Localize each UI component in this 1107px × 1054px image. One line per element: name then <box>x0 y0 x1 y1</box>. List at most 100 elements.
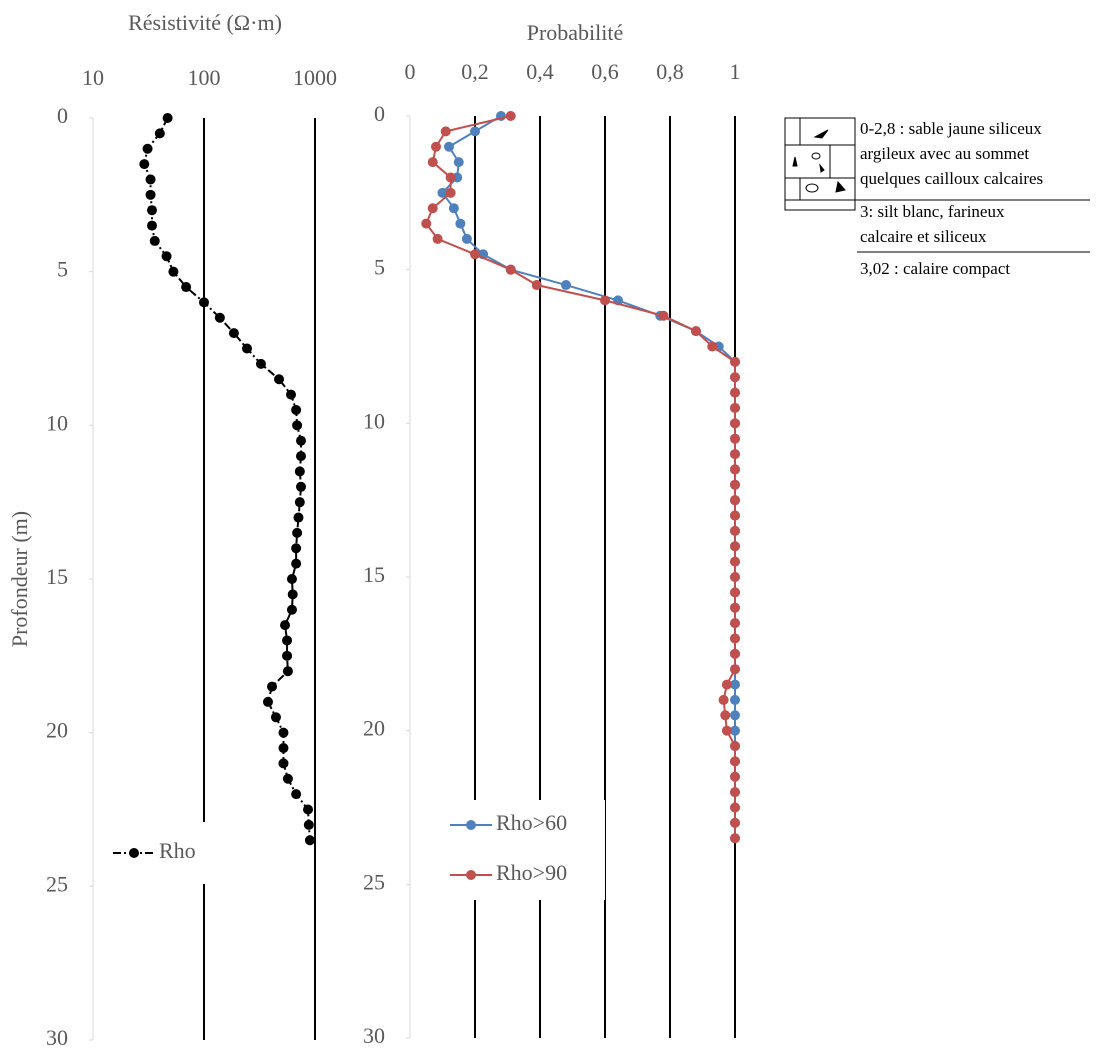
x-tick-label: 0,6 <box>591 59 619 84</box>
data-point <box>730 802 740 813</box>
data-point <box>707 341 718 352</box>
data-point <box>291 789 302 800</box>
data-point <box>162 113 173 123</box>
data-point <box>282 666 293 677</box>
data-point <box>505 264 516 275</box>
data-point <box>445 172 456 183</box>
data-point <box>181 282 192 293</box>
data-point <box>286 389 297 400</box>
y-tick-label: 15 <box>46 564 68 589</box>
data-point <box>291 558 302 569</box>
data-point <box>691 326 701 337</box>
data-point <box>730 402 740 413</box>
data-point <box>286 604 297 615</box>
y-tick-label: 5 <box>57 257 68 282</box>
data-point <box>287 589 298 600</box>
data-point <box>455 218 466 229</box>
data-point <box>444 141 454 152</box>
data-point <box>505 111 516 121</box>
data-point <box>146 220 157 231</box>
data-point <box>600 295 610 306</box>
data-point <box>730 587 740 598</box>
y-tick-label: 20 <box>46 718 68 743</box>
data-point <box>437 187 448 198</box>
data-point <box>292 420 303 431</box>
data-point <box>146 205 157 216</box>
y-tick-label: 25 <box>363 869 385 894</box>
legend-label: Rho>60 <box>496 810 567 835</box>
data-point <box>448 203 459 214</box>
data-point <box>730 710 740 721</box>
data-point <box>730 756 740 767</box>
data-point <box>440 126 451 137</box>
data-point <box>721 679 732 690</box>
y-tick-label: 0 <box>374 101 385 126</box>
legend-marker <box>466 820 476 830</box>
data-point <box>255 358 266 369</box>
data-point <box>168 266 179 277</box>
data-point <box>730 618 740 629</box>
data-point <box>282 773 293 784</box>
data-point <box>139 159 150 170</box>
data-point <box>730 771 740 782</box>
data-point <box>296 451 307 462</box>
y-axis-label: Profondeur (m) <box>7 511 32 647</box>
x-tick-label: 0,4 <box>526 59 554 84</box>
chart-title: Résistivité (Ω·m) <box>128 10 282 35</box>
x-tick-label: 10 <box>82 65 104 90</box>
data-point <box>453 157 464 168</box>
data-point <box>296 481 307 492</box>
data-point <box>278 743 289 754</box>
data-point <box>561 280 571 291</box>
data-point <box>730 418 740 429</box>
data-point <box>427 203 438 214</box>
data-point <box>274 374 285 385</box>
data-point <box>282 635 293 646</box>
y-tick-label: 5 <box>374 255 385 280</box>
data-point <box>303 819 314 830</box>
data-point <box>421 218 432 229</box>
data-point <box>730 725 740 736</box>
strata-icon <box>784 117 856 211</box>
data-point <box>730 602 740 613</box>
y-tick-label: 30 <box>363 1023 385 1048</box>
data-point <box>658 310 669 321</box>
data-point <box>730 556 740 567</box>
legend-label: Rho <box>159 838 196 863</box>
data-point <box>161 251 172 262</box>
x-tick-label: 100 <box>188 65 221 90</box>
data-point <box>718 694 729 705</box>
data-point <box>292 527 303 538</box>
data-point <box>730 664 740 675</box>
data-point <box>154 128 165 139</box>
legend-marker <box>466 870 476 880</box>
data-point <box>296 435 307 446</box>
data-point <box>730 572 740 582</box>
data-point <box>432 233 443 244</box>
data-point <box>278 727 289 738</box>
strata-text: quelques cailloux calcaires <box>860 169 1043 188</box>
data-point <box>431 141 441 152</box>
data-point <box>730 510 740 521</box>
data-point <box>730 741 740 752</box>
data-point <box>291 543 302 554</box>
data-point <box>270 712 281 723</box>
legend-box <box>440 800 605 900</box>
chart-title: Probabilité <box>527 20 624 45</box>
data-point <box>470 249 480 260</box>
data-point <box>445 187 456 198</box>
data-point <box>294 497 305 508</box>
strata-text: argileux avec au sommet <box>860 144 1029 163</box>
y-tick-label: 10 <box>46 410 68 435</box>
data-point <box>199 297 209 308</box>
data-point <box>262 696 273 707</box>
data-point <box>730 648 740 659</box>
data-point <box>730 633 740 644</box>
y-tick-label: 0 <box>57 103 68 128</box>
data-point <box>730 525 740 536</box>
y-tick-label: 15 <box>363 562 385 587</box>
data-point <box>531 280 542 291</box>
data-point <box>730 679 740 690</box>
strata-text: calcaire et siliceux <box>860 227 987 246</box>
data-point <box>294 466 305 477</box>
